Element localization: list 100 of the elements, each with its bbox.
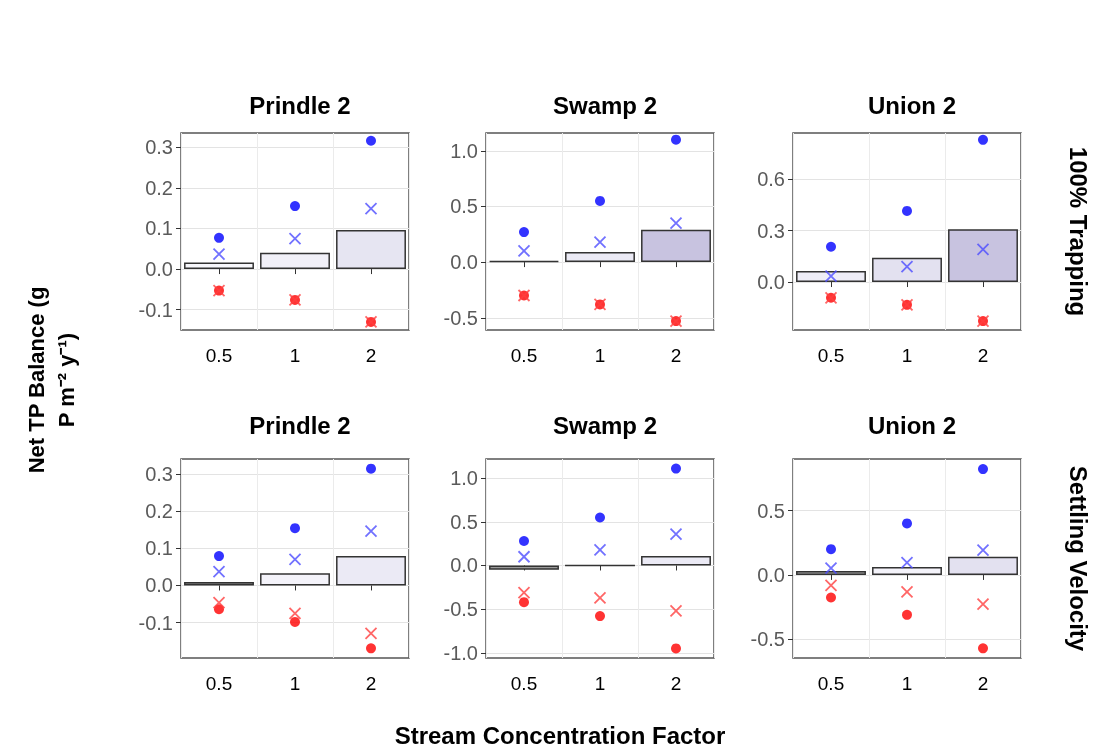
point bbox=[669, 604, 683, 618]
y-tick-label: 0.3 bbox=[145, 462, 173, 485]
text: Settling Velocity bbox=[1064, 465, 1092, 652]
point bbox=[671, 463, 681, 474]
point bbox=[290, 616, 300, 627]
y-tick-label: 1.0 bbox=[450, 467, 478, 490]
point bbox=[519, 227, 529, 238]
bar bbox=[336, 230, 406, 270]
bar bbox=[796, 271, 866, 283]
y-tick-label: 0.5 bbox=[757, 499, 785, 522]
x-tick-label: 1 bbox=[289, 673, 301, 694]
point bbox=[366, 135, 376, 146]
x-tick-label: 2 bbox=[670, 673, 682, 694]
point bbox=[519, 597, 529, 608]
point bbox=[902, 205, 912, 216]
point bbox=[288, 606, 302, 620]
point bbox=[519, 536, 529, 547]
point bbox=[593, 543, 607, 557]
y-tick-label: 0.6 bbox=[757, 168, 785, 191]
y-tick-label: 0.0 bbox=[450, 251, 478, 274]
point bbox=[900, 260, 914, 274]
point bbox=[212, 565, 226, 579]
point bbox=[671, 134, 681, 145]
x-tick-label: 0.5 bbox=[205, 345, 233, 366]
point bbox=[517, 586, 531, 599]
x-tick-label: 2 bbox=[977, 673, 989, 694]
point bbox=[902, 518, 912, 529]
x-tick-label: 2 bbox=[977, 345, 989, 366]
point bbox=[214, 551, 224, 562]
y-tick-label: 0.1 bbox=[145, 537, 173, 560]
x-tick-label: 0.5 bbox=[205, 673, 233, 694]
point bbox=[593, 591, 607, 605]
x-tick-label: 2 bbox=[365, 673, 377, 694]
point bbox=[212, 247, 226, 261]
point bbox=[826, 241, 836, 252]
y-tick-label: 0.0 bbox=[450, 554, 478, 577]
x-axis-title: Stream Concentration Factor bbox=[393, 722, 727, 750]
point bbox=[824, 561, 838, 575]
point bbox=[595, 512, 605, 523]
chart-title: Prindle 2 bbox=[249, 91, 351, 119]
point bbox=[364, 627, 378, 640]
y-tick-label: 0.3 bbox=[145, 136, 173, 159]
bar bbox=[641, 229, 711, 263]
y-tick-label: -0.1 bbox=[138, 298, 173, 321]
y-tick-label: 0.5 bbox=[450, 510, 478, 533]
y-tick-label: 0.2 bbox=[145, 176, 173, 199]
point bbox=[900, 556, 914, 570]
bar bbox=[260, 573, 330, 586]
point bbox=[900, 585, 914, 599]
chart-title: Prindle 2 bbox=[249, 411, 351, 439]
point bbox=[214, 232, 224, 243]
point bbox=[212, 596, 226, 609]
point bbox=[517, 550, 531, 564]
chart-title: Union 2 bbox=[868, 411, 956, 439]
y-tick-label: 0.2 bbox=[145, 500, 173, 523]
x-tick-label: 2 bbox=[365, 345, 377, 366]
point bbox=[824, 269, 838, 283]
point bbox=[288, 553, 302, 566]
point bbox=[290, 523, 300, 534]
x-tick-label: 1 bbox=[594, 673, 606, 694]
point bbox=[364, 202, 378, 215]
x-tick-label: 1 bbox=[901, 673, 913, 694]
point bbox=[826, 592, 836, 603]
point bbox=[366, 463, 376, 474]
point bbox=[595, 611, 605, 622]
y-axis-title: Net TP Balance (g P m⁻² y⁻¹) bbox=[23, 285, 80, 475]
point bbox=[976, 243, 990, 256]
point bbox=[364, 524, 378, 538]
x-tick-label: 0.5 bbox=[510, 673, 538, 694]
bar bbox=[260, 252, 330, 270]
point bbox=[366, 643, 376, 654]
point bbox=[826, 544, 836, 555]
point bbox=[978, 643, 988, 654]
y-tick-label: 0.0 bbox=[757, 271, 785, 294]
point bbox=[978, 464, 988, 475]
bar bbox=[872, 257, 942, 283]
point bbox=[517, 244, 531, 258]
y-tick-label: 0.0 bbox=[145, 574, 173, 597]
bar bbox=[948, 229, 1018, 283]
y-tick-label: -0.5 bbox=[443, 598, 478, 621]
x-tick-label: 2 bbox=[670, 345, 682, 366]
bar bbox=[184, 262, 254, 270]
point bbox=[290, 201, 300, 212]
chart-title: Swamp 2 bbox=[552, 411, 658, 439]
x-tick-label: 0.5 bbox=[817, 345, 845, 366]
bar bbox=[565, 252, 635, 263]
y-tick-label: 0.3 bbox=[757, 219, 785, 242]
y-tick-label: -0.5 bbox=[443, 306, 478, 329]
x-tick-label: 0.5 bbox=[510, 345, 538, 366]
point bbox=[288, 232, 302, 246]
y-tick-label: 0.0 bbox=[145, 258, 173, 281]
x-tick-label: 1 bbox=[901, 345, 913, 366]
y-tick-label: 1.0 bbox=[450, 139, 478, 162]
point bbox=[902, 609, 912, 620]
y-tick-label: 0.5 bbox=[450, 195, 478, 218]
y-tick-label: 0.0 bbox=[757, 563, 785, 586]
point bbox=[978, 134, 988, 145]
point bbox=[593, 235, 607, 249]
point bbox=[976, 597, 990, 611]
point bbox=[669, 216, 683, 230]
